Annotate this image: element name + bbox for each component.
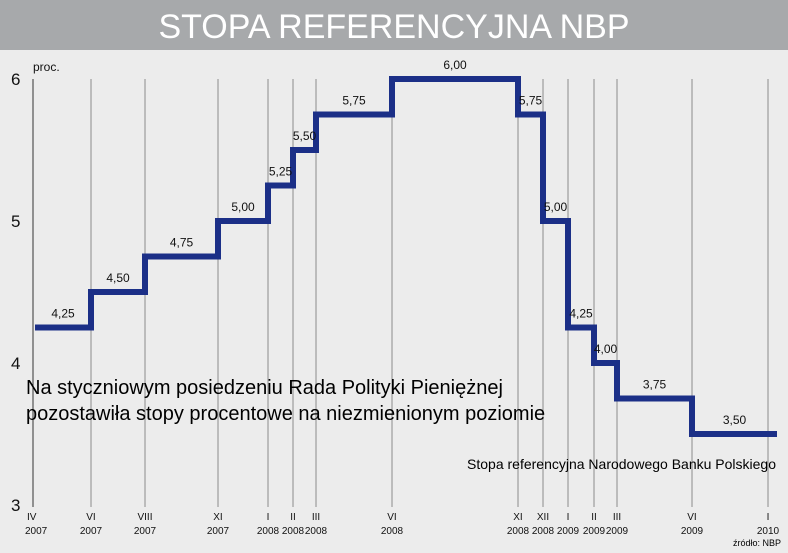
x-tick-year: 2008	[282, 526, 305, 537]
x-tick-month: I	[767, 512, 770, 523]
value-label: 3,75	[643, 378, 667, 392]
value-label: 5,75	[342, 94, 366, 108]
x-tick-year: 2008	[257, 526, 280, 537]
x-tick-year: 2008	[507, 526, 530, 537]
x-tick-year: 2007	[207, 526, 230, 537]
x-tick-month: XII	[537, 512, 549, 523]
x-tick-year: 2009	[606, 526, 629, 537]
value-label-layer: 4,25 4,50 4,75 5,00 5,25 5,50 5,75 6,00 5,75 5,00…	[51, 58, 746, 427]
grid-layer	[90, 79, 769, 507]
series-layer	[35, 76, 777, 437]
y-tick-label: 5	[11, 212, 20, 231]
x-tick-year: 2009	[583, 526, 606, 537]
chart-subtitle: Stopa referencyjna Narodowego Banku Pols…	[467, 456, 776, 472]
x-tick-month: II	[591, 512, 597, 523]
value-label: 3,50	[723, 413, 747, 427]
x-tick-layer: IV2007VI2007VIII2007XI2007I2008II2008III…	[25, 512, 780, 537]
x-tick-month: VI	[86, 512, 95, 523]
value-label: 4,25	[51, 307, 75, 321]
x-tick-year: 2010	[757, 526, 780, 537]
x-tick-month: I	[267, 512, 270, 523]
y-tick-layer: 3 4 5 6	[11, 70, 34, 515]
x-tick-year: 2008	[381, 526, 404, 537]
x-tick-month: VI	[387, 512, 396, 523]
x-tick-month: VIII	[137, 512, 152, 523]
value-label: 5,25	[269, 165, 293, 179]
headline-line-1: Na styczniowym posiedzeniu Rada Polityki…	[26, 377, 503, 399]
x-tick-month: VI	[687, 512, 696, 523]
y-tick-label: 6	[11, 70, 20, 89]
chart-title: STOPA REFERENCYJNA NBP	[158, 8, 629, 46]
x-tick-year: 2008	[305, 526, 328, 537]
x-tick-year: 2008	[532, 526, 555, 537]
value-label: 4,50	[106, 271, 130, 285]
x-tick-year: 2009	[557, 526, 580, 537]
x-tick-month: III	[312, 512, 320, 523]
value-label: 4,75	[170, 236, 194, 250]
x-tick-month: XI	[513, 512, 522, 523]
y-axis-label: proc.	[33, 60, 60, 74]
y-tick-label: 3	[11, 496, 20, 515]
value-label: 4,00	[594, 342, 618, 356]
title-bar	[0, 0, 788, 50]
value-label: 5,75	[519, 94, 543, 108]
headline-line-2: pozostawiła stopy procentowe na niezmien…	[26, 403, 545, 425]
x-tick-month: II	[290, 512, 296, 523]
source-note: źródło: NBP	[733, 538, 781, 548]
x-tick-year: 2009	[681, 526, 704, 537]
x-tick-year: 2007	[80, 526, 103, 537]
y-tick-label: 4	[11, 354, 20, 373]
value-label: 6,00	[443, 58, 467, 72]
value-label: 5,50	[293, 129, 317, 143]
value-label: 5,00	[544, 200, 568, 214]
rate-step-line	[35, 76, 777, 437]
x-tick-month: I	[567, 512, 570, 523]
value-label: 5,00	[231, 200, 255, 214]
x-tick-month: XI	[213, 512, 222, 523]
x-tick-month: IV	[27, 512, 37, 523]
x-tick-month: III	[613, 512, 621, 523]
x-tick-year: 2007	[134, 526, 157, 537]
value-label: 4,25	[569, 307, 593, 321]
x-tick-year: 2007	[25, 526, 48, 537]
